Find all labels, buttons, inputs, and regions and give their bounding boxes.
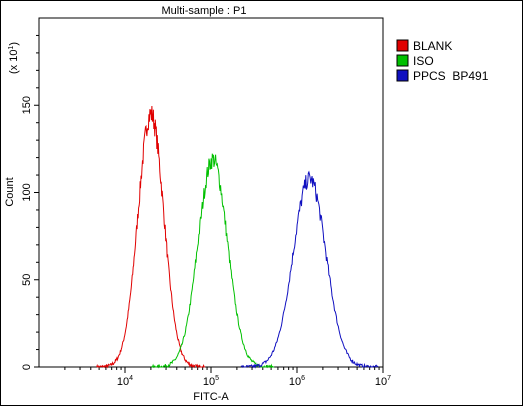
legend-swatch-0	[396, 39, 409, 52]
series-line-iso	[151, 153, 275, 369]
histogram-series	[96, 105, 379, 369]
y-axis-label: Count	[4, 177, 16, 206]
y-tick-label-3: 150	[21, 96, 33, 114]
x-tick-label-2: 106	[289, 375, 305, 388]
y-tick-label-2: 100	[21, 183, 33, 201]
series-line-ppcs-bp491	[240, 170, 379, 369]
y-tick-label-0: 0	[21, 364, 33, 370]
legend-swatch-1	[396, 54, 409, 67]
y-tick-label-1: 50	[21, 274, 33, 286]
plot-area	[38, 17, 384, 368]
x-tick-label-1: 105	[203, 375, 219, 388]
series-line-blank	[96, 105, 206, 369]
chart-title: Multi-sample : P1	[162, 5, 247, 17]
y-axis-ticks: 0 50 100 150	[21, 34, 39, 370]
legend-swatch-2	[396, 69, 409, 82]
x-tick-label-3: 107	[375, 375, 391, 388]
x-axis-label: FITC-A	[193, 391, 229, 403]
x-axis-ticks: 104 105 106 107	[64, 367, 391, 388]
legend-label-1: ISO	[413, 54, 434, 68]
legend-label-2: PPCS BP491	[413, 69, 489, 83]
y-multiplier-label: (x 101)	[8, 42, 20, 74]
legend-label-0: BLANK	[413, 39, 452, 53]
x-tick-label-0: 104	[117, 375, 133, 388]
